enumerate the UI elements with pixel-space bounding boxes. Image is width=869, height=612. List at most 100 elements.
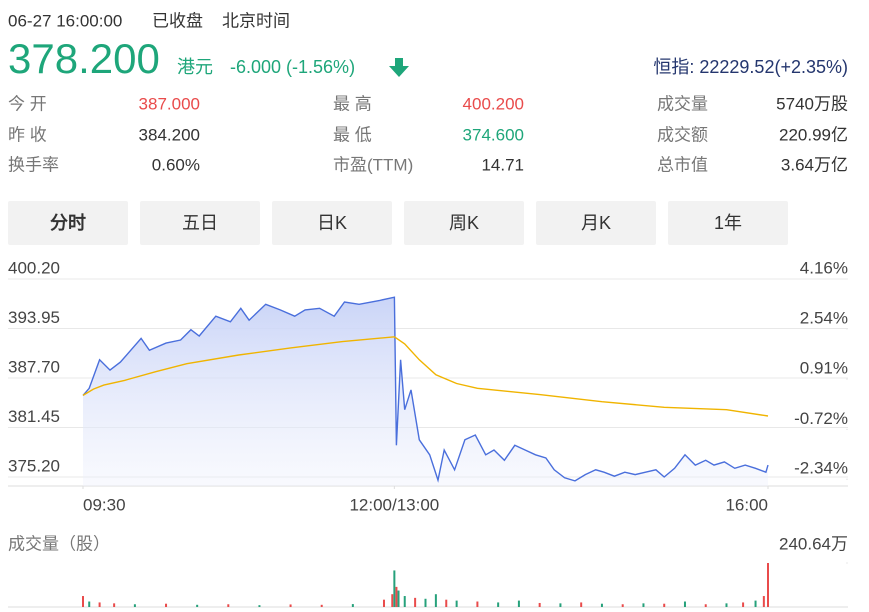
change: -6.000 (-1.56%): [230, 57, 355, 77]
price: 378.200: [8, 35, 160, 82]
volume-bar: [434, 594, 437, 607]
volume-bar: [742, 602, 745, 607]
y-tick-label: 393.95: [8, 308, 60, 327]
index-quote[interactable]: 恒指: 22229.52(+2.35%): [653, 57, 848, 77]
y-tick-label: 375.20: [8, 456, 60, 475]
average-line: [82, 336, 769, 417]
stat-value: 3.64万亿: [781, 155, 848, 174]
volume-bar: [683, 601, 686, 607]
x-tick-label: 09:30: [83, 495, 126, 514]
price-area: [83, 297, 768, 486]
volume-bar: [559, 603, 562, 607]
volume-bar: [165, 603, 168, 607]
volume-bar: [642, 603, 645, 607]
volume-bar: [403, 596, 406, 607]
stat-label: 总市值: [657, 155, 708, 174]
down-arrow: [389, 58, 409, 77]
x-tick-label: 16:00: [725, 495, 768, 514]
stat-label: 换手率: [8, 155, 59, 174]
volume-bar: [517, 600, 520, 607]
volume-bar: [600, 603, 603, 607]
tab-label[interactable]: 周K: [449, 213, 479, 233]
y2-tick-label: 4.16%: [800, 258, 848, 277]
volume-bar: [196, 604, 199, 607]
tab-label[interactable]: 五日: [182, 213, 218, 233]
y-tick-label: 387.70: [8, 357, 60, 376]
volume-bar: [320, 604, 323, 607]
y2-tick-label: -2.34%: [794, 459, 848, 478]
stat-value: 5740万股: [776, 94, 848, 113]
volume-bar: [725, 603, 728, 607]
volume-bar: [704, 604, 707, 607]
tab-label[interactable]: 1年: [714, 213, 742, 233]
price-chart: 400.20 393.95 387.70 381.45 375.20 4.16% 2.54%…: [8, 258, 848, 514]
volume-bar: [414, 597, 417, 607]
tab[interactable]: [272, 201, 392, 245]
volume-chart: 成交量（股） 240.64万: [8, 534, 848, 608]
y-tick-label: 381.45: [8, 407, 60, 426]
tab[interactable]: [668, 201, 788, 245]
volume-bar: [227, 604, 230, 607]
x-tick-label: 12:00/13:00: [349, 495, 439, 514]
volume-bar: [98, 602, 101, 607]
volume-bar: [133, 604, 136, 607]
volume-bar: [424, 598, 427, 607]
volume-bar: [391, 594, 394, 607]
volume-bar: [621, 604, 624, 607]
tabs: 分时 五日 日K 周K 月K 1年: [8, 201, 788, 245]
stat-label: 今 开: [8, 94, 47, 113]
tab[interactable]: [140, 201, 260, 245]
volume-bar: [767, 563, 769, 607]
volume-bar: [393, 570, 396, 607]
volume-bar: [113, 603, 116, 607]
stat-value: 400.200: [463, 94, 524, 113]
stat-value: 0.60%: [152, 155, 200, 174]
volume-bar: [395, 586, 398, 607]
tab-label[interactable]: 分时: [50, 213, 86, 233]
tab[interactable]: [8, 201, 128, 245]
volume-bar: [397, 590, 400, 607]
stat-label: 最 高: [333, 94, 372, 113]
volume-bar: [351, 604, 354, 607]
stat-value: 384.200: [139, 125, 200, 144]
datetime: 06-27 16:00:00: [8, 11, 122, 30]
stat-label: 成交量: [657, 94, 708, 113]
volume-bar: [663, 603, 666, 607]
stat-value: 14.71: [481, 155, 524, 174]
volume-bar: [289, 604, 292, 607]
tab[interactable]: [404, 201, 524, 245]
tab[interactable]: [536, 201, 656, 245]
volume-tick-label: 240.64万: [779, 534, 848, 553]
volume-bar: [538, 602, 541, 607]
timezone: 北京时间: [222, 11, 290, 30]
stat-label: 最 低: [333, 125, 372, 144]
y2-tick-label: 2.54%: [800, 308, 848, 327]
tab-label[interactable]: 日K: [317, 213, 347, 233]
price-line: [82, 296, 769, 483]
volume-bar: [754, 600, 757, 607]
volume-bar: [88, 601, 91, 607]
stat-value: 387.000: [139, 94, 200, 113]
volume-bar: [455, 600, 458, 607]
volume-bar: [762, 596, 765, 607]
volume-bar: [476, 601, 479, 607]
y2-tick-label: -0.72%: [794, 409, 848, 428]
status: 已收盘: [152, 11, 203, 30]
stat-value: 220.99亿: [779, 125, 848, 144]
volume-title: 成交量（股）: [8, 534, 110, 553]
volume-bar: [580, 602, 583, 607]
volume-bar: [445, 599, 448, 607]
volume-bar: [497, 602, 500, 607]
currency: 港元: [177, 57, 213, 77]
tab-label[interactable]: 月K: [581, 213, 611, 233]
stat-label: 昨 收: [8, 125, 47, 144]
volume-bar: [82, 596, 84, 607]
y2-tick-label: 0.91%: [800, 359, 848, 378]
volume-bar: [382, 599, 385, 607]
volume-bar: [258, 605, 261, 607]
stat-value: 374.600: [463, 125, 524, 144]
stat-label: 市盈(TTM): [333, 155, 413, 174]
